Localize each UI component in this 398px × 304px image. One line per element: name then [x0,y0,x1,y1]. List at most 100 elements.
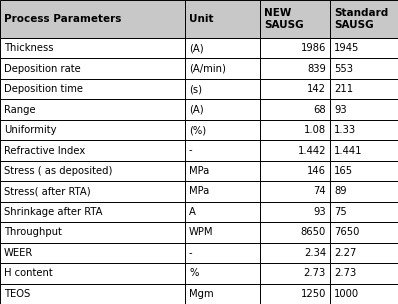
Bar [260,140,330,161]
Text: 165: 165 [334,166,353,176]
Text: TEOS: TEOS [4,289,30,299]
Text: 68: 68 [313,105,326,115]
Bar [260,0,330,38]
Bar [185,161,260,181]
Text: Refractive Index: Refractive Index [4,146,85,156]
Text: 146: 146 [307,166,326,176]
Text: 2.73: 2.73 [334,268,356,278]
Bar [260,181,330,202]
Text: 1986: 1986 [300,43,326,53]
Bar [185,243,260,263]
Bar [0,222,185,243]
Bar [330,0,398,38]
Text: 1945: 1945 [334,43,359,53]
Bar [330,140,398,161]
Text: Deposition rate: Deposition rate [4,64,81,74]
Text: 1000: 1000 [334,289,359,299]
Text: 1.441: 1.441 [334,146,363,156]
Bar [185,38,260,58]
Text: Standard
SAUSG: Standard SAUSG [334,8,388,30]
Bar [0,140,185,161]
Bar [260,58,330,79]
Bar [0,38,185,58]
Text: Shrinkage after RTA: Shrinkage after RTA [4,207,103,217]
Bar [185,79,260,99]
Bar [330,79,398,99]
Text: 142: 142 [307,84,326,94]
Text: MPa: MPa [189,186,209,196]
Bar [260,161,330,181]
Text: 93: 93 [334,105,347,115]
Text: Stress ( as deposited): Stress ( as deposited) [4,166,112,176]
Bar [0,243,185,263]
Bar [330,222,398,243]
Text: 1.33: 1.33 [334,125,356,135]
Bar [185,140,260,161]
Bar [260,222,330,243]
Bar [185,0,260,38]
Bar [260,202,330,222]
Text: 2.73: 2.73 [304,268,326,278]
Bar [0,120,185,140]
Text: (s): (s) [189,84,202,94]
Bar [330,263,398,284]
Text: 1.442: 1.442 [297,146,326,156]
Text: 74: 74 [313,186,326,196]
Text: 839: 839 [307,64,326,74]
Text: 553: 553 [334,64,353,74]
Bar [0,263,185,284]
Bar [260,284,330,304]
Bar [185,58,260,79]
Text: A: A [189,207,196,217]
Text: Thickness: Thickness [4,43,53,53]
Bar [185,120,260,140]
Text: (A): (A) [189,43,204,53]
Text: Unit: Unit [189,14,213,24]
Text: (A): (A) [189,105,204,115]
Text: Mgm: Mgm [189,289,214,299]
Bar [0,202,185,222]
Bar [260,120,330,140]
Bar [330,243,398,263]
Text: (%): (%) [189,125,206,135]
Bar [330,284,398,304]
Bar [330,181,398,202]
Text: 89: 89 [334,186,347,196]
Bar [185,284,260,304]
Bar [0,99,185,120]
Text: 8650: 8650 [301,227,326,237]
Text: 93: 93 [313,207,326,217]
Text: MPa: MPa [189,166,209,176]
Bar [330,99,398,120]
Text: Process Parameters: Process Parameters [4,14,121,24]
Bar [0,181,185,202]
Text: Range: Range [4,105,36,115]
Text: Throughput: Throughput [4,227,62,237]
Text: NEW
SAUSG: NEW SAUSG [264,8,304,30]
Bar [330,120,398,140]
Bar [330,38,398,58]
Text: 1.08: 1.08 [304,125,326,135]
Bar [330,202,398,222]
Bar [185,222,260,243]
Text: 75: 75 [334,207,347,217]
Bar [0,161,185,181]
Bar [185,263,260,284]
Text: WPM: WPM [189,227,213,237]
Bar [260,38,330,58]
Bar [260,79,330,99]
Bar [0,284,185,304]
Bar [260,243,330,263]
Text: %: % [189,268,198,278]
Text: WEER: WEER [4,248,33,258]
Text: Deposition time: Deposition time [4,84,83,94]
Bar [185,99,260,120]
Bar [0,0,185,38]
Text: 211: 211 [334,84,353,94]
Bar [185,202,260,222]
Text: 2.27: 2.27 [334,248,356,258]
Bar [185,181,260,202]
Text: H content: H content [4,268,53,278]
Text: Uniformity: Uniformity [4,125,57,135]
Text: -: - [189,248,193,258]
